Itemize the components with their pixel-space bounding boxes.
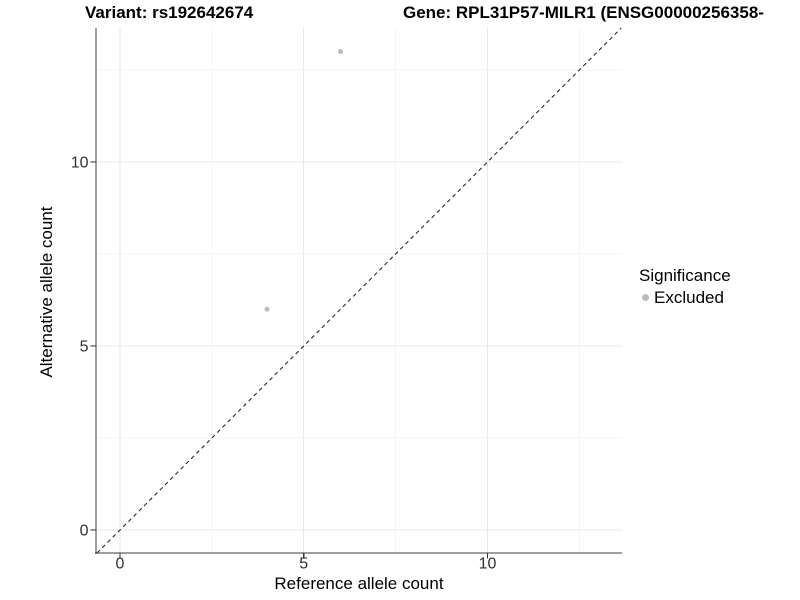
data-point — [264, 306, 270, 312]
legend: Significance Excluded — [639, 265, 731, 308]
y-tick-label: 0 — [80, 522, 89, 539]
y-tick-label: 5 — [80, 338, 89, 355]
plot-title-variant: Variant: rs192642674 — [85, 3, 254, 22]
data-point — [337, 49, 343, 55]
legend-item-label: Excluded — [654, 288, 724, 307]
x-tick-label: 5 — [299, 556, 308, 573]
legend-title: Significance — [639, 266, 731, 285]
y-tick-label: 10 — [71, 154, 89, 171]
identity-line — [96, 27, 622, 554]
x-axis-title: Reference allele count — [274, 574, 444, 593]
y-axis-title: Alternative allele count — [37, 206, 56, 378]
x-tick-label: 0 — [116, 556, 125, 573]
excluded-point-swatch — [642, 294, 649, 301]
legend-item-excluded: Excluded — [639, 287, 731, 308]
x-tick-label: 10 — [479, 556, 497, 573]
plot-title-gene: Gene: RPL31P57-MILR1 (ENSG00000256358- — [403, 3, 764, 22]
